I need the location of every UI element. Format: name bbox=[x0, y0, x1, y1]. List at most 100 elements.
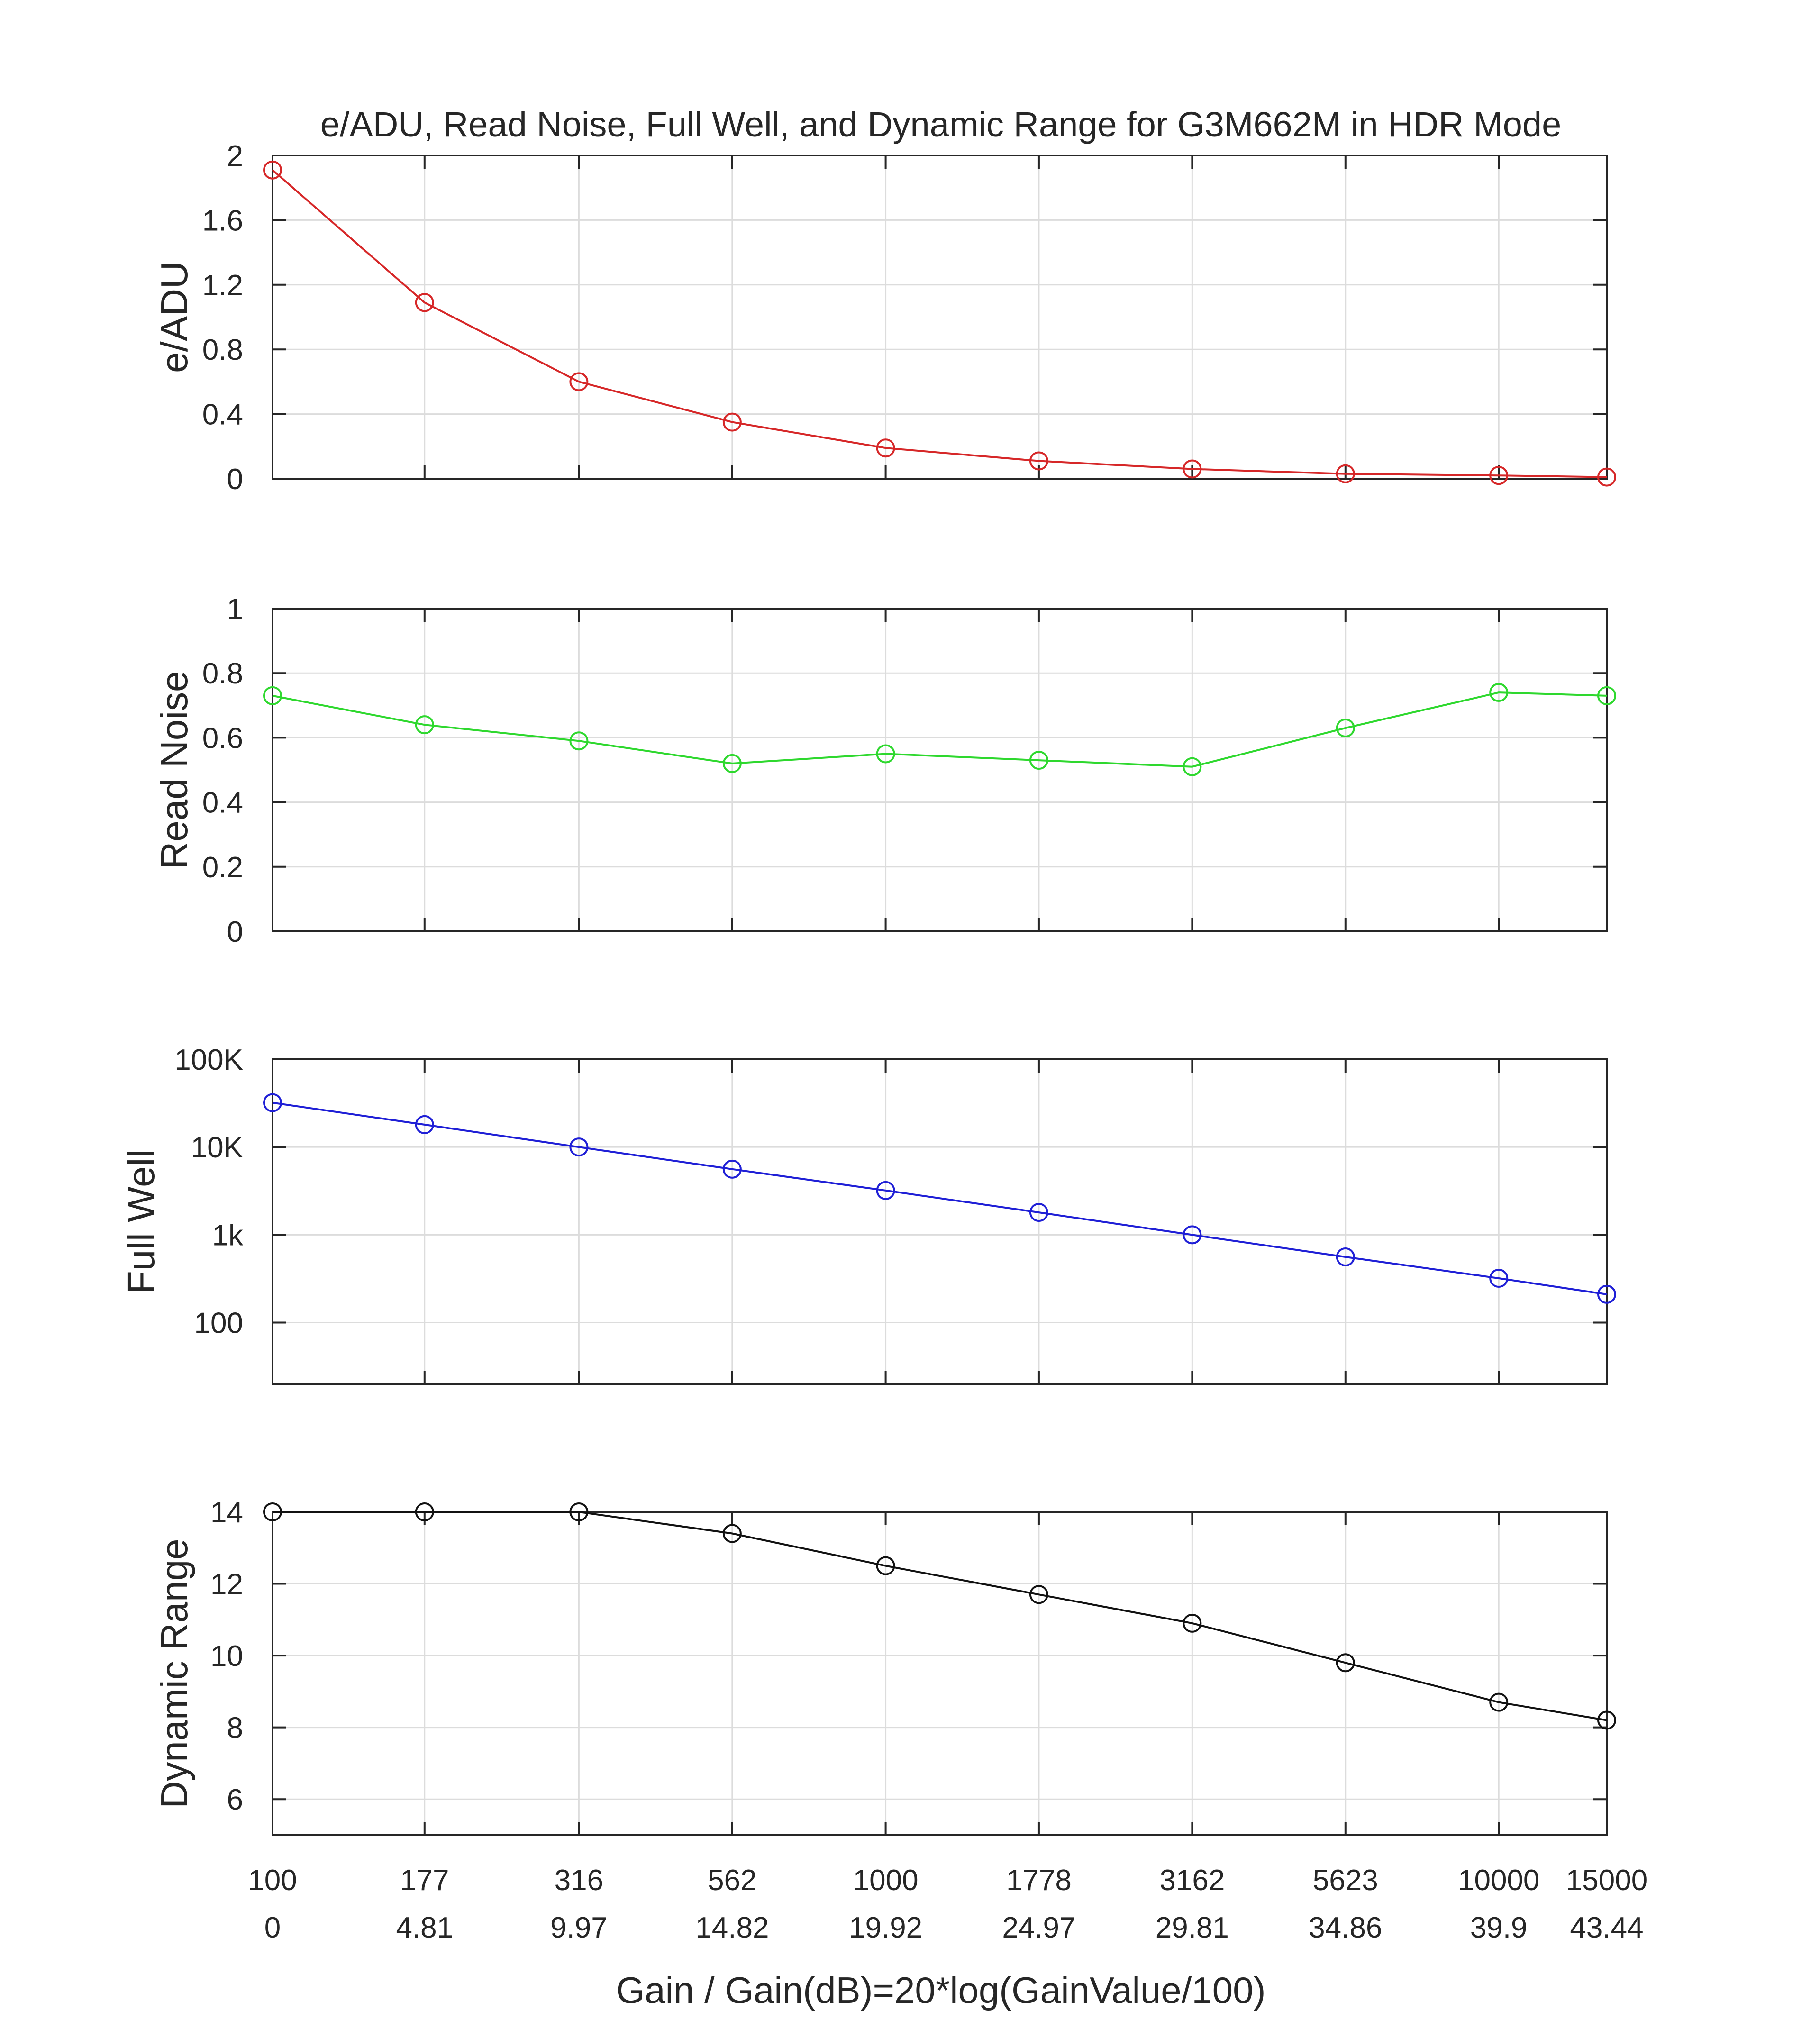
data-point bbox=[1029, 751, 1048, 770]
data-point bbox=[1029, 1585, 1048, 1604]
x-tick-label-db: 34.86 bbox=[1309, 1911, 1382, 1944]
data-point bbox=[569, 372, 589, 391]
data-point bbox=[1597, 1710, 1616, 1730]
x-tick-label-gain: 177 bbox=[400, 1864, 449, 1897]
panel-3: 100 1k 10K 100K Full Well bbox=[120, 1044, 1616, 1385]
x-tick-label-gain: 3162 bbox=[1159, 1864, 1225, 1897]
y-tick-label: 14 bbox=[210, 1496, 243, 1529]
data-point bbox=[1029, 1203, 1048, 1222]
x-tick-label-gain: 5623 bbox=[1313, 1864, 1378, 1897]
y-tick-label: 0.4 bbox=[202, 787, 243, 819]
data-point bbox=[263, 686, 282, 705]
data-point bbox=[1489, 1269, 1509, 1288]
panels-layer: 0 0.4 0.8 1.2 1.6 2 e/ADU 0 0.2 0.4 0.6 0.8 1 Read No… bbox=[120, 140, 1616, 1836]
data-point bbox=[1336, 718, 1355, 737]
data-point bbox=[722, 1524, 742, 1543]
x-tick-label-db: 24.97 bbox=[1002, 1911, 1075, 1944]
data-point bbox=[722, 1159, 742, 1179]
data-point bbox=[1183, 1613, 1202, 1633]
axes-box bbox=[272, 608, 1608, 932]
y-tick-label: 0.4 bbox=[202, 399, 243, 431]
data-point bbox=[1336, 464, 1355, 483]
y-tick-label: 0.2 bbox=[202, 851, 243, 884]
data-point bbox=[263, 1093, 282, 1112]
y-tick-label: 0.8 bbox=[202, 334, 243, 366]
y-tick-label: 1.2 bbox=[202, 269, 243, 302]
y-axis-label: e/ADU bbox=[153, 261, 195, 373]
series-line bbox=[273, 1511, 1607, 1721]
chart-title: e/ADU, Read Noise, Full Well, and Dynami… bbox=[320, 105, 1561, 144]
data-point bbox=[1029, 451, 1048, 471]
data-point bbox=[1336, 1247, 1355, 1267]
x-tick-label-db: 9.97 bbox=[550, 1911, 608, 1944]
x-tick-label-gain: 316 bbox=[555, 1864, 603, 1897]
x-tick-label-db: 0 bbox=[264, 1911, 281, 1944]
x-tick-label-db: 43.44 bbox=[1570, 1911, 1643, 1944]
y-tick-label: 12 bbox=[210, 1568, 243, 1601]
y-tick-label: 0.8 bbox=[202, 657, 243, 690]
data-point bbox=[1183, 1225, 1202, 1245]
data-point bbox=[876, 1181, 895, 1200]
data-point bbox=[722, 412, 742, 432]
panel-2: 0 0.2 0.4 0.6 0.8 1 Read Noise bbox=[153, 593, 1616, 948]
x-tick-labels: 10001774.813169.9756214.82100019.9217782… bbox=[248, 1864, 1647, 1944]
x-tick-label-db: 19.92 bbox=[849, 1911, 922, 1944]
y-tick-label: 1.6 bbox=[202, 204, 243, 237]
y-tick-label: 1 bbox=[227, 593, 243, 626]
data-point bbox=[263, 1502, 282, 1521]
y-tick-label: 0 bbox=[227, 463, 243, 496]
data-point bbox=[1183, 459, 1202, 479]
y-axis-label: Full Well bbox=[120, 1149, 162, 1294]
y-tick-label: 0 bbox=[227, 916, 243, 948]
data-point bbox=[876, 1556, 895, 1575]
panel-1: 0 0.4 0.8 1.2 1.6 2 e/ADU bbox=[153, 140, 1616, 496]
data-point bbox=[1597, 467, 1616, 487]
data-point bbox=[1489, 466, 1509, 485]
y-tick-label: 8 bbox=[227, 1712, 243, 1745]
data-point bbox=[415, 1502, 434, 1521]
axes-box bbox=[272, 1511, 1608, 1836]
axes-box bbox=[272, 1058, 1608, 1385]
y-tick-label: 0.6 bbox=[202, 722, 243, 755]
y-tick-label: 100K bbox=[174, 1044, 243, 1076]
x-tick-label-gain: 562 bbox=[708, 1864, 756, 1897]
data-point bbox=[415, 293, 434, 312]
data-point bbox=[415, 715, 434, 735]
y-tick-label: 6 bbox=[227, 1783, 243, 1816]
data-point bbox=[1597, 686, 1616, 705]
data-point bbox=[569, 1502, 589, 1521]
data-point bbox=[1489, 1692, 1509, 1712]
y-tick-label: 100 bbox=[194, 1307, 243, 1340]
series-line bbox=[272, 1101, 1607, 1295]
x-axis-label: Gain / Gain(dB)=20*log(GainValue/100) bbox=[616, 1969, 1266, 2011]
data-point bbox=[1489, 683, 1509, 702]
data-point bbox=[876, 438, 895, 458]
panel-4: 6 8 10 12 14 Dynamic Range bbox=[153, 1496, 1616, 1836]
x-tick-label-db: 29.81 bbox=[1156, 1911, 1229, 1944]
data-point bbox=[263, 160, 282, 180]
series-line bbox=[272, 691, 1607, 768]
data-point bbox=[569, 1137, 589, 1157]
axes-box bbox=[272, 155, 1608, 480]
x-tick-label-db: 14.82 bbox=[695, 1911, 769, 1944]
y-tick-label: 10K bbox=[191, 1131, 243, 1164]
data-point bbox=[569, 731, 589, 751]
y-tick-label: 10 bbox=[210, 1640, 243, 1673]
series-line bbox=[272, 169, 1607, 478]
y-axis-label: Dynamic Range bbox=[153, 1538, 195, 1808]
x-tick-label-gain: 15000 bbox=[1566, 1864, 1647, 1897]
x-tick-label-gain: 1778 bbox=[1006, 1864, 1072, 1897]
y-axis-label: Read Noise bbox=[153, 671, 195, 869]
data-point bbox=[876, 744, 895, 764]
data-point bbox=[415, 1115, 434, 1134]
data-point bbox=[1597, 1284, 1616, 1304]
data-point bbox=[1183, 757, 1202, 776]
data-point bbox=[722, 754, 742, 773]
data-point bbox=[1336, 1653, 1355, 1673]
y-tick-label: 1k bbox=[212, 1219, 244, 1252]
y-tick-label: 2 bbox=[227, 140, 243, 173]
x-tick-label-db: 4.81 bbox=[396, 1911, 453, 1944]
x-tick-label-gain: 100 bbox=[248, 1864, 297, 1897]
x-tick-label-db: 39.9 bbox=[1470, 1911, 1528, 1944]
